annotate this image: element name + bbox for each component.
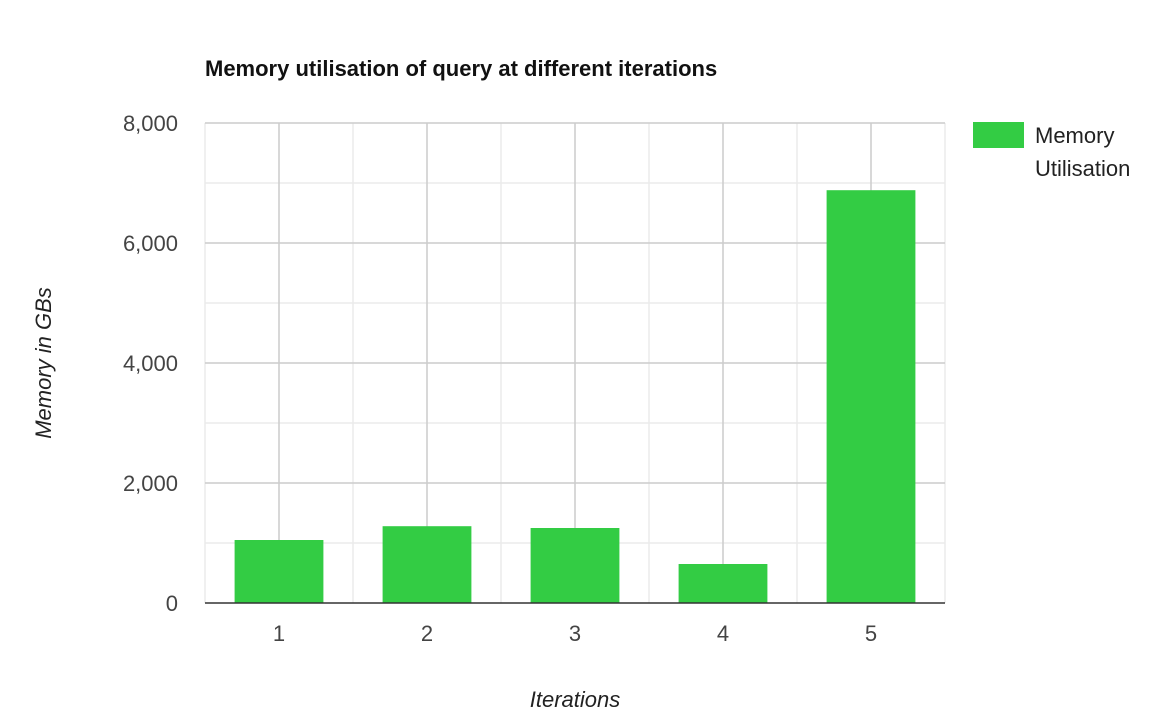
bar	[678, 564, 768, 603]
y-tick-label: 4,000	[123, 351, 178, 376]
y-tick-label: 2,000	[123, 471, 178, 496]
y-tick-label: 6,000	[123, 231, 178, 256]
y-tick-label: 8,000	[123, 111, 178, 136]
x-tick-label: 2	[421, 621, 433, 646]
bar	[530, 528, 620, 603]
legend-swatch	[973, 122, 1024, 148]
bar	[234, 540, 324, 603]
x-axis-title: Iterations	[530, 687, 621, 712]
bar-series	[234, 190, 916, 603]
chart-title: Memory utilisation of query at different…	[205, 56, 717, 81]
bar	[382, 526, 472, 603]
bar	[826, 190, 916, 603]
y-axis-title: Memory in GBs	[31, 287, 56, 439]
x-tick-label: 4	[717, 621, 729, 646]
legend-label-line1: Memory	[1035, 123, 1114, 148]
x-tick-label: 3	[569, 621, 581, 646]
x-axis-ticks: 1 2 3 4 5	[273, 621, 877, 646]
y-tick-label: 0	[166, 591, 178, 616]
legend: Memory Utilisation	[973, 122, 1130, 181]
x-tick-label: 1	[273, 621, 285, 646]
y-axis: 0 2,000 4,000 6,000 8,000	[123, 111, 178, 616]
grid-lines	[204, 122, 946, 603]
x-tick-label: 5	[865, 621, 877, 646]
legend-label-line2: Utilisation	[1035, 156, 1130, 181]
